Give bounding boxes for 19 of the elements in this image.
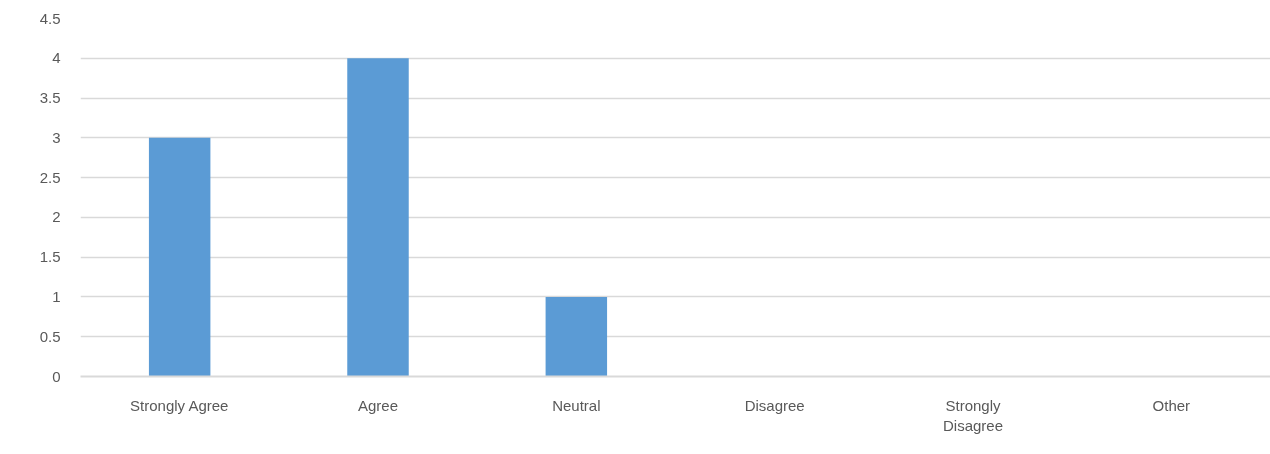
bar	[148, 137, 211, 377]
x-tick-label: Strongly Agree	[130, 396, 229, 414]
y-tick-label: 0	[52, 367, 61, 385]
y-tick-label: 2.5	[39, 168, 61, 186]
x-tick-label: Disagree	[744, 396, 805, 414]
y-tick-label: 4	[52, 49, 61, 67]
y-tick-label: 0.5	[39, 327, 61, 345]
y-tick-label: 4.5	[39, 9, 61, 27]
y-tick-label: 1	[52, 287, 61, 305]
x-tick-label: Agree	[357, 396, 399, 414]
y-tick-label: 2	[52, 208, 61, 226]
x-tick-label: Strongly Disagree	[942, 396, 1004, 434]
x-tick-label: Neutral	[552, 396, 601, 414]
y-tick-label: 3	[52, 128, 61, 146]
x-tick-label: Other	[1152, 396, 1191, 414]
bar	[545, 296, 608, 377]
bar	[347, 58, 409, 377]
y-tick-label: 1.5	[39, 248, 61, 266]
y-tick-label: 3.5	[39, 89, 61, 107]
